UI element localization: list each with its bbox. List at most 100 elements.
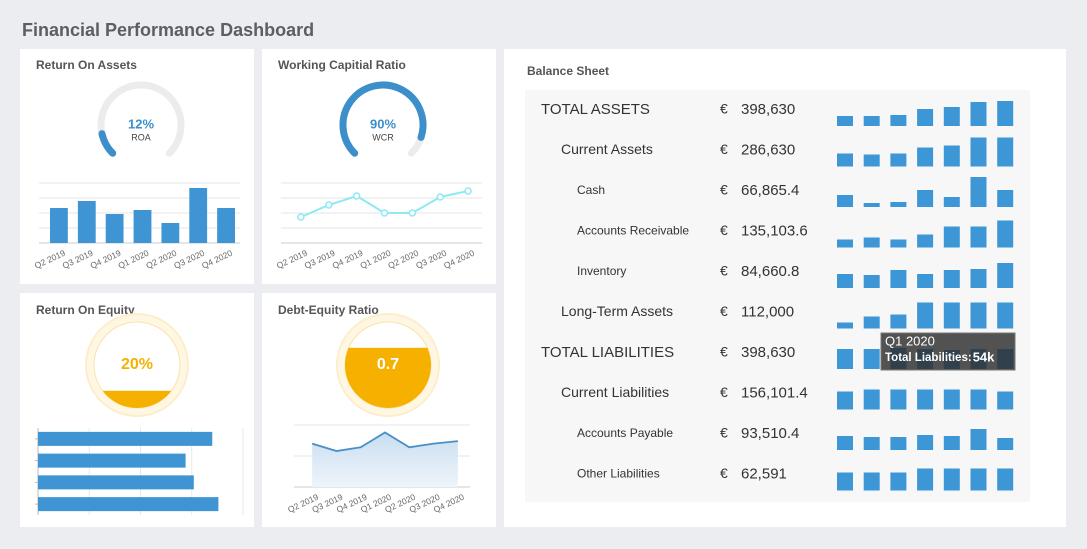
sparkline-bar — [997, 438, 1014, 450]
currency: € — [720, 465, 728, 481]
tooltip: Q1 2020 Total Liabilities: 54k — [880, 332, 1016, 371]
sparkline-bar — [863, 437, 880, 450]
row-name: Current Assets — [561, 141, 653, 157]
row-value: 66,865.4 — [741, 182, 799, 199]
bar — [105, 214, 124, 243]
bar — [77, 201, 96, 243]
sparkline-bar — [863, 316, 880, 329]
panel-title: Return On Equity — [36, 303, 135, 317]
sparkline-bar — [997, 137, 1014, 167]
sparkline-bar — [997, 190, 1014, 207]
bar — [38, 497, 219, 512]
row-value: 93,510.4 — [741, 425, 799, 442]
bar — [38, 475, 194, 490]
sparkline-bar — [997, 391, 1014, 410]
line-marker — [297, 213, 305, 221]
sparkline-bar — [890, 270, 907, 288]
bar — [38, 453, 186, 468]
line-marker — [408, 209, 417, 217]
tooltip-title: Q1 2020 — [885, 333, 935, 348]
gauge-value: 90% — [370, 116, 396, 131]
sparkline-bar — [863, 349, 880, 369]
sparkline-bar — [890, 314, 907, 329]
gauge-value: 0.7 — [377, 356, 399, 373]
sparkline-bar — [917, 435, 934, 450]
panel-title: Working Capitial Ratio — [278, 58, 406, 72]
sparkline-bar — [917, 109, 934, 126]
sparkline-bar — [890, 153, 907, 167]
sparkline-bar — [997, 220, 1014, 248]
row-name: Inventory — [577, 264, 626, 278]
row-value: 84,660.8 — [741, 263, 799, 280]
sparkline-bar — [917, 302, 934, 329]
sparkline-bar — [863, 116, 880, 126]
sparkline-bar — [997, 468, 1014, 491]
currency: € — [720, 384, 728, 400]
panel-title: Debt-Equity Ratio — [278, 303, 379, 317]
sparkline-bar — [837, 116, 853, 126]
sparkline-bar — [837, 239, 853, 248]
sparkline-bar — [970, 302, 987, 329]
sparkline-bar — [890, 115, 907, 126]
row-value: 286,630 — [741, 141, 795, 158]
panel-title: Return On Assets — [36, 58, 137, 72]
row-value: 112,000 — [741, 303, 794, 320]
row-name: TOTAL LIABILITIES — [541, 344, 674, 361]
gauge-label: WCR — [372, 132, 394, 142]
row-name: Other Liabilities — [577, 467, 660, 481]
sparkline-bar — [970, 177, 987, 207]
sparkline-bar — [917, 147, 934, 167]
currency: € — [720, 222, 728, 238]
sparkline-bar — [890, 202, 907, 207]
bar — [161, 223, 180, 243]
gauge-value: 20% — [121, 356, 153, 373]
sparkline-bar — [943, 197, 960, 207]
sparkline-bar — [943, 436, 960, 450]
sparkline-bar — [863, 237, 880, 248]
sparkline-bar — [943, 302, 960, 329]
line-marker — [436, 193, 444, 201]
sparkline-bar — [943, 389, 960, 410]
currency: € — [720, 303, 728, 319]
row-value: 62,591 — [741, 465, 787, 482]
sparkline-bar — [997, 302, 1014, 329]
sparkline-bar — [997, 101, 1014, 126]
dashboard-title: Financial Performance Dashboard — [22, 20, 314, 40]
currency: € — [720, 344, 728, 360]
tooltip-label: Total Liabilities: — [885, 352, 972, 364]
currency: € — [720, 101, 728, 117]
row-value: 156,101.4 — [741, 384, 808, 401]
sparkline-bar — [917, 389, 934, 410]
line-marker — [380, 209, 389, 217]
row-name: Accounts Receivable — [577, 224, 689, 238]
line-marker — [464, 187, 472, 195]
sparkline-bar — [837, 195, 853, 207]
sparkline-bar — [837, 391, 853, 410]
panel-title: Balance Sheet — [527, 64, 609, 78]
currency: € — [720, 425, 728, 441]
row-value: 398,630 — [741, 101, 795, 118]
row-name: Long-Term Assets — [561, 303, 673, 319]
currency: € — [720, 141, 728, 157]
sparkline-bar — [837, 322, 853, 329]
line-marker — [325, 201, 333, 209]
sparkline-bar — [890, 389, 907, 410]
gauge-value: 12% — [128, 116, 154, 131]
row-name: Current Liabilities — [561, 384, 669, 400]
sparkline-bar — [943, 145, 960, 167]
row-value: 135,103.6 — [741, 222, 808, 239]
sparkline-bar — [837, 349, 853, 369]
sparkline-bar — [863, 203, 880, 207]
sparkline-bar — [970, 468, 987, 491]
sparkline-bar — [917, 468, 934, 491]
sparkline-bar — [970, 102, 987, 126]
sparkline-bar — [837, 274, 853, 288]
bar — [189, 188, 208, 243]
sparkline-bar — [863, 389, 880, 410]
sparkline-bar — [863, 275, 880, 288]
sparkline-bar — [943, 468, 960, 491]
gauge-label: ROA — [131, 132, 151, 142]
sparkline-bar — [917, 190, 934, 207]
